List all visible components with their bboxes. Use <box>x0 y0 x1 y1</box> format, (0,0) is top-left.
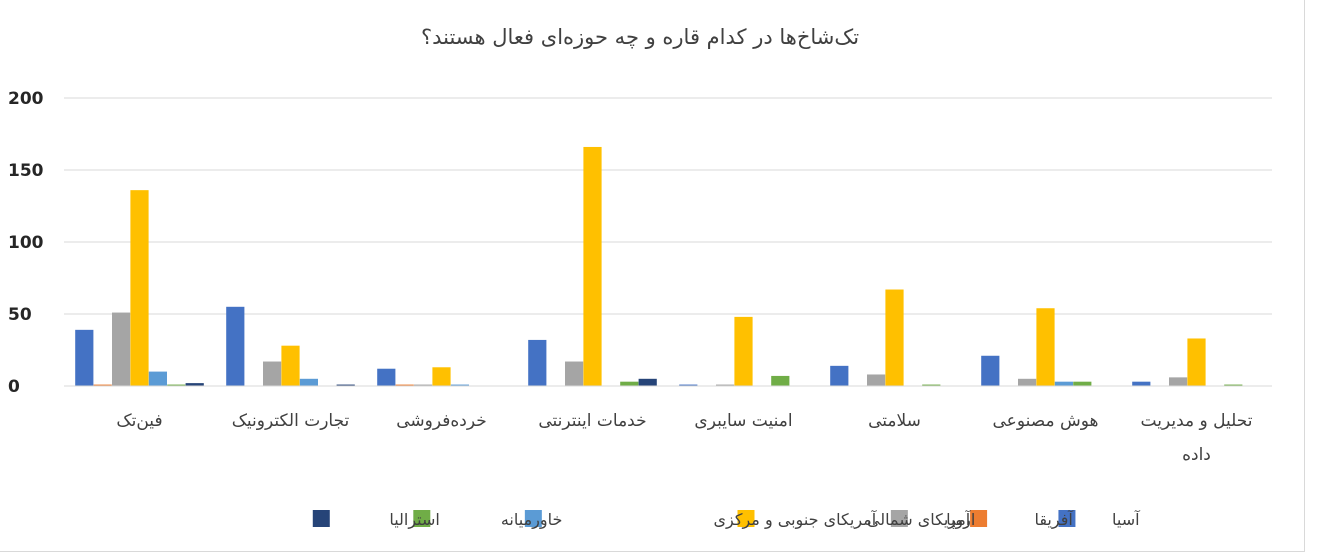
bar <box>167 384 186 386</box>
bar <box>867 374 886 386</box>
bar <box>922 384 941 386</box>
bar <box>1073 381 1092 386</box>
legend-item[interactable]: استرالیا <box>312 510 440 530</box>
bar <box>1169 377 1188 386</box>
category-labels: فین‌تک تجارت الکترونیک خرده‌فروشی خدمات این… <box>116 411 1252 465</box>
legend-item[interactable]: آسیا <box>1058 510 1141 529</box>
bar <box>1132 381 1151 386</box>
bar <box>638 378 657 386</box>
legend-item[interactable]: آمریکای شمالی <box>737 510 972 530</box>
bar <box>981 355 1000 386</box>
y-tick-label: 150 <box>8 161 44 181</box>
bar <box>185 383 204 386</box>
legend-item[interactable]: اروپا <box>890 510 975 530</box>
bar <box>93 384 112 386</box>
category-label: سلامتی <box>868 411 921 431</box>
bar <box>830 365 849 386</box>
bar <box>565 361 584 386</box>
legend-swatch <box>413 510 431 527</box>
legend-swatch <box>737 510 755 527</box>
legend-label: اروپا <box>946 510 975 530</box>
legend-label: آسیا <box>1112 510 1141 529</box>
bar <box>450 384 469 386</box>
bar <box>1187 338 1206 386</box>
legend-item[interactable]: خاورمیانه <box>413 510 562 530</box>
bar <box>377 368 396 386</box>
bar <box>771 375 790 386</box>
legend-label: آمریکای جنوبی و مرکزی <box>714 510 878 530</box>
bar <box>414 384 433 386</box>
y-tick-label: 50 <box>8 305 32 325</box>
bar <box>395 384 414 386</box>
bar <box>679 384 698 386</box>
legend-label: خاورمیانه <box>501 510 563 530</box>
bar <box>1018 378 1037 386</box>
category-label: تجارت الکترونیک <box>232 411 350 431</box>
bar <box>130 190 149 386</box>
bar <box>226 306 245 386</box>
category-label: هوش مصنوعی <box>993 411 1099 431</box>
bar <box>1054 381 1073 386</box>
legend-swatch <box>312 510 330 527</box>
bar <box>263 361 282 386</box>
gridlines <box>64 97 1272 315</box>
legend-swatch <box>524 510 542 527</box>
category-label: خدمات اینترنتی <box>538 411 646 431</box>
bar <box>432 367 451 386</box>
bar <box>583 146 602 386</box>
category-label: تحلیل و مدیریت <box>1141 411 1253 431</box>
bar <box>1036 308 1055 386</box>
bar <box>734 316 753 386</box>
y-axis-ticks: 0 50 100 150 200 <box>8 89 44 397</box>
legend-item[interactable]: آفریقا <box>970 510 1074 530</box>
bar <box>528 339 547 386</box>
y-tick-label: 100 <box>8 233 44 253</box>
bar <box>620 381 639 386</box>
legend-label: آفریقا <box>1034 510 1074 530</box>
category-label: خرده‌فروشی <box>396 411 487 431</box>
bar <box>885 289 904 386</box>
category-label: فین‌تک <box>116 411 162 431</box>
chart-title: تک‌شاخ‌ها در کدام قاره و چه حوزه‌ای فعال… <box>421 25 859 49</box>
y-tick-label: 200 <box>8 89 44 109</box>
category-label: امنیت سایبری <box>694 411 792 431</box>
bar <box>299 378 318 386</box>
bar <box>281 345 300 386</box>
bar <box>716 384 735 386</box>
y-tick-label: 0 <box>8 377 20 397</box>
legend-swatch <box>890 510 908 527</box>
legend-item[interactable]: آمریکای جنوبی و مرکزی <box>524 510 878 530</box>
legend-label: استرالیا <box>389 510 440 530</box>
bar <box>75 329 94 386</box>
bar <box>148 371 167 386</box>
bar <box>336 384 355 386</box>
category-label: داده <box>1182 445 1211 465</box>
bars <box>75 146 1243 386</box>
legend-swatch <box>1058 510 1076 527</box>
bar <box>1224 384 1243 386</box>
bar <box>112 312 131 386</box>
legend-swatch <box>970 510 988 527</box>
legend-label: آمریکای شمالی <box>867 510 972 530</box>
